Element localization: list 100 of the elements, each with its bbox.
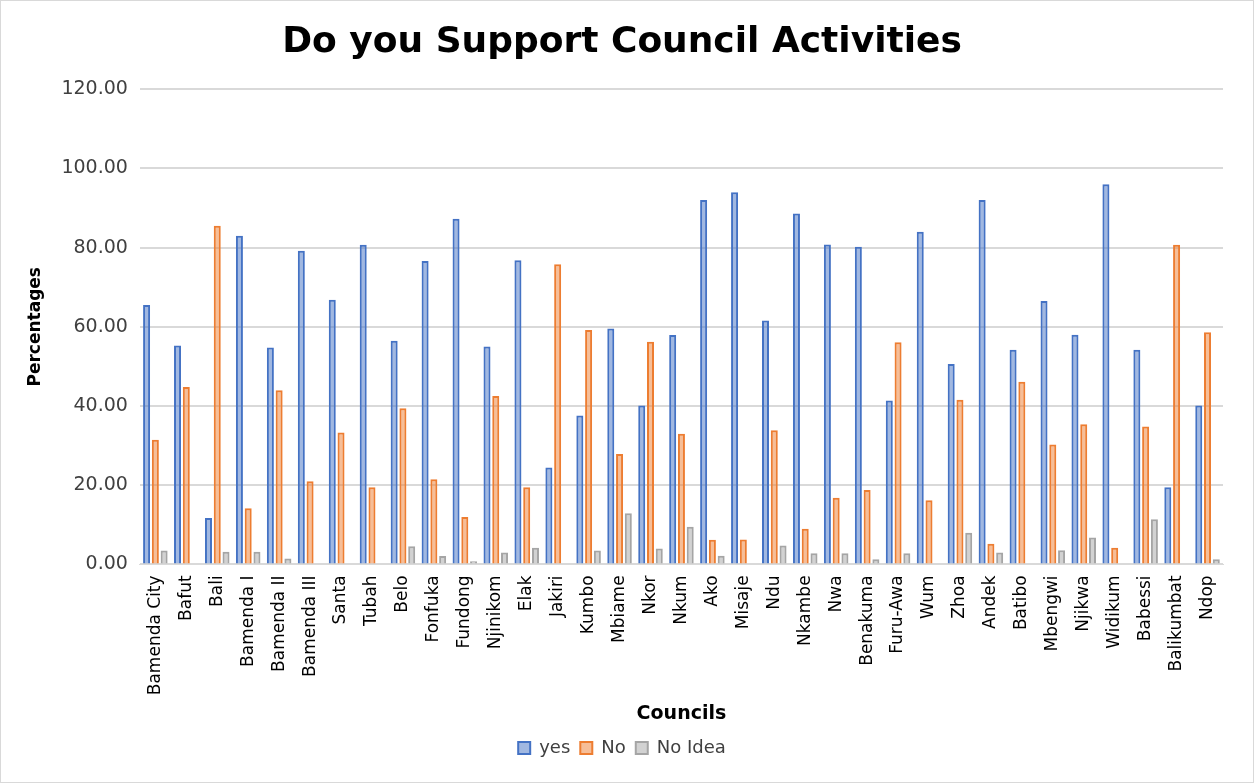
bar bbox=[624, 513, 632, 564]
bar bbox=[1173, 244, 1181, 564]
x-tick-label: Tubah bbox=[360, 575, 381, 627]
x-tick-label: Belo bbox=[391, 575, 412, 613]
bar bbox=[885, 400, 893, 564]
bar bbox=[616, 453, 624, 564]
x-tick-label: Fundong bbox=[453, 575, 474, 649]
y-axis-title: Percentages bbox=[23, 267, 44, 387]
bar bbox=[965, 532, 973, 564]
x-tick-label: Nkambe bbox=[793, 575, 814, 646]
x-axis-title: Councils bbox=[636, 700, 727, 723]
bar bbox=[452, 218, 460, 564]
legend-label: No bbox=[601, 735, 626, 757]
bar bbox=[731, 192, 739, 564]
bar bbox=[916, 231, 924, 564]
bar bbox=[1212, 559, 1220, 564]
bar bbox=[160, 550, 168, 564]
bar bbox=[1204, 332, 1212, 564]
bar bbox=[204, 518, 212, 564]
bar bbox=[523, 487, 531, 564]
bar bbox=[328, 299, 336, 564]
bar bbox=[1195, 405, 1203, 564]
bar bbox=[770, 430, 778, 564]
x-tick-label: Santa bbox=[329, 575, 350, 625]
x-tick-label: Zhoa bbox=[948, 575, 969, 619]
bar bbox=[297, 250, 305, 564]
bar bbox=[739, 539, 747, 564]
bar bbox=[151, 439, 159, 564]
y-tick-label: 80.00 bbox=[73, 234, 128, 257]
bar bbox=[1080, 424, 1088, 564]
bar bbox=[1089, 537, 1097, 564]
bar bbox=[174, 345, 182, 564]
legend-label: yes bbox=[539, 735, 571, 757]
bar bbox=[483, 346, 491, 564]
x-tick-label: Furu-Awa bbox=[886, 575, 907, 654]
x-tick-label: Bamenda II bbox=[267, 575, 288, 672]
bar bbox=[213, 225, 221, 564]
bar bbox=[823, 244, 831, 564]
bar bbox=[1009, 349, 1017, 564]
bar bbox=[306, 481, 314, 564]
bar bbox=[854, 246, 862, 564]
bar bbox=[593, 550, 601, 564]
x-tick-label: Widikum bbox=[1103, 575, 1124, 649]
x-tick-label: Nkor bbox=[638, 575, 659, 615]
bar bbox=[646, 341, 654, 564]
bar bbox=[700, 200, 708, 564]
x-tick-label: Mbiame bbox=[607, 575, 628, 644]
bar bbox=[1142, 426, 1150, 564]
y-tick-label: 40.00 bbox=[73, 392, 128, 415]
x-tick-label: Njinikom bbox=[484, 575, 505, 650]
bar bbox=[143, 305, 151, 564]
bar bbox=[235, 235, 243, 564]
x-tick-label: Benakuma bbox=[855, 575, 876, 666]
bar bbox=[872, 559, 880, 564]
bar bbox=[1150, 519, 1158, 564]
y-tick-label: 120.00 bbox=[61, 76, 128, 99]
y-tick-label: 0.00 bbox=[85, 551, 128, 574]
bar bbox=[832, 497, 840, 564]
legend-label: No Idea bbox=[656, 735, 726, 757]
x-tick-label: Bamenda City bbox=[143, 575, 164, 696]
bar bbox=[359, 244, 367, 564]
x-tick-label: Elak bbox=[515, 575, 536, 612]
y-tick-label: 60.00 bbox=[73, 313, 128, 336]
bar bbox=[545, 467, 553, 564]
bar bbox=[669, 335, 677, 564]
chart-title: Do you Support Council Activities bbox=[282, 18, 962, 60]
bar bbox=[947, 364, 955, 564]
x-tick-label: Bamenda I bbox=[236, 575, 257, 667]
bar bbox=[554, 264, 562, 564]
bar bbox=[925, 500, 933, 564]
x-tick-label: Fonfuka bbox=[422, 575, 443, 643]
x-tick-label: Bafut bbox=[174, 575, 195, 621]
x-tick-label: Balikumbat bbox=[1165, 575, 1185, 672]
bar bbox=[266, 347, 274, 564]
bar bbox=[1040, 301, 1048, 564]
bar bbox=[638, 405, 646, 564]
bar bbox=[531, 547, 539, 564]
bar bbox=[275, 390, 283, 564]
bar bbox=[461, 516, 469, 564]
x-tick-label: Andek bbox=[979, 575, 1000, 629]
bar bbox=[492, 396, 500, 564]
x-tick-label: Batibo bbox=[1010, 575, 1031, 631]
bar bbox=[576, 415, 584, 564]
bar bbox=[244, 508, 252, 564]
x-tick-label: Ndu bbox=[762, 575, 783, 610]
y-tick-label: 20.00 bbox=[73, 472, 128, 495]
bar bbox=[1049, 444, 1057, 564]
bar bbox=[779, 545, 787, 564]
x-tick-label: Wum bbox=[917, 575, 938, 619]
bar bbox=[792, 213, 800, 564]
bar bbox=[1111, 547, 1119, 564]
bar bbox=[390, 340, 398, 564]
x-tick-label: Njikwa bbox=[1072, 575, 1093, 632]
x-tick-label: Misaje bbox=[731, 575, 752, 630]
bar bbox=[399, 408, 407, 564]
bar bbox=[1133, 349, 1141, 564]
x-tick-label: Babessi bbox=[1134, 575, 1155, 642]
x-tick-label: Nkum bbox=[669, 575, 690, 625]
bar bbox=[182, 386, 190, 564]
bar bbox=[514, 260, 522, 564]
